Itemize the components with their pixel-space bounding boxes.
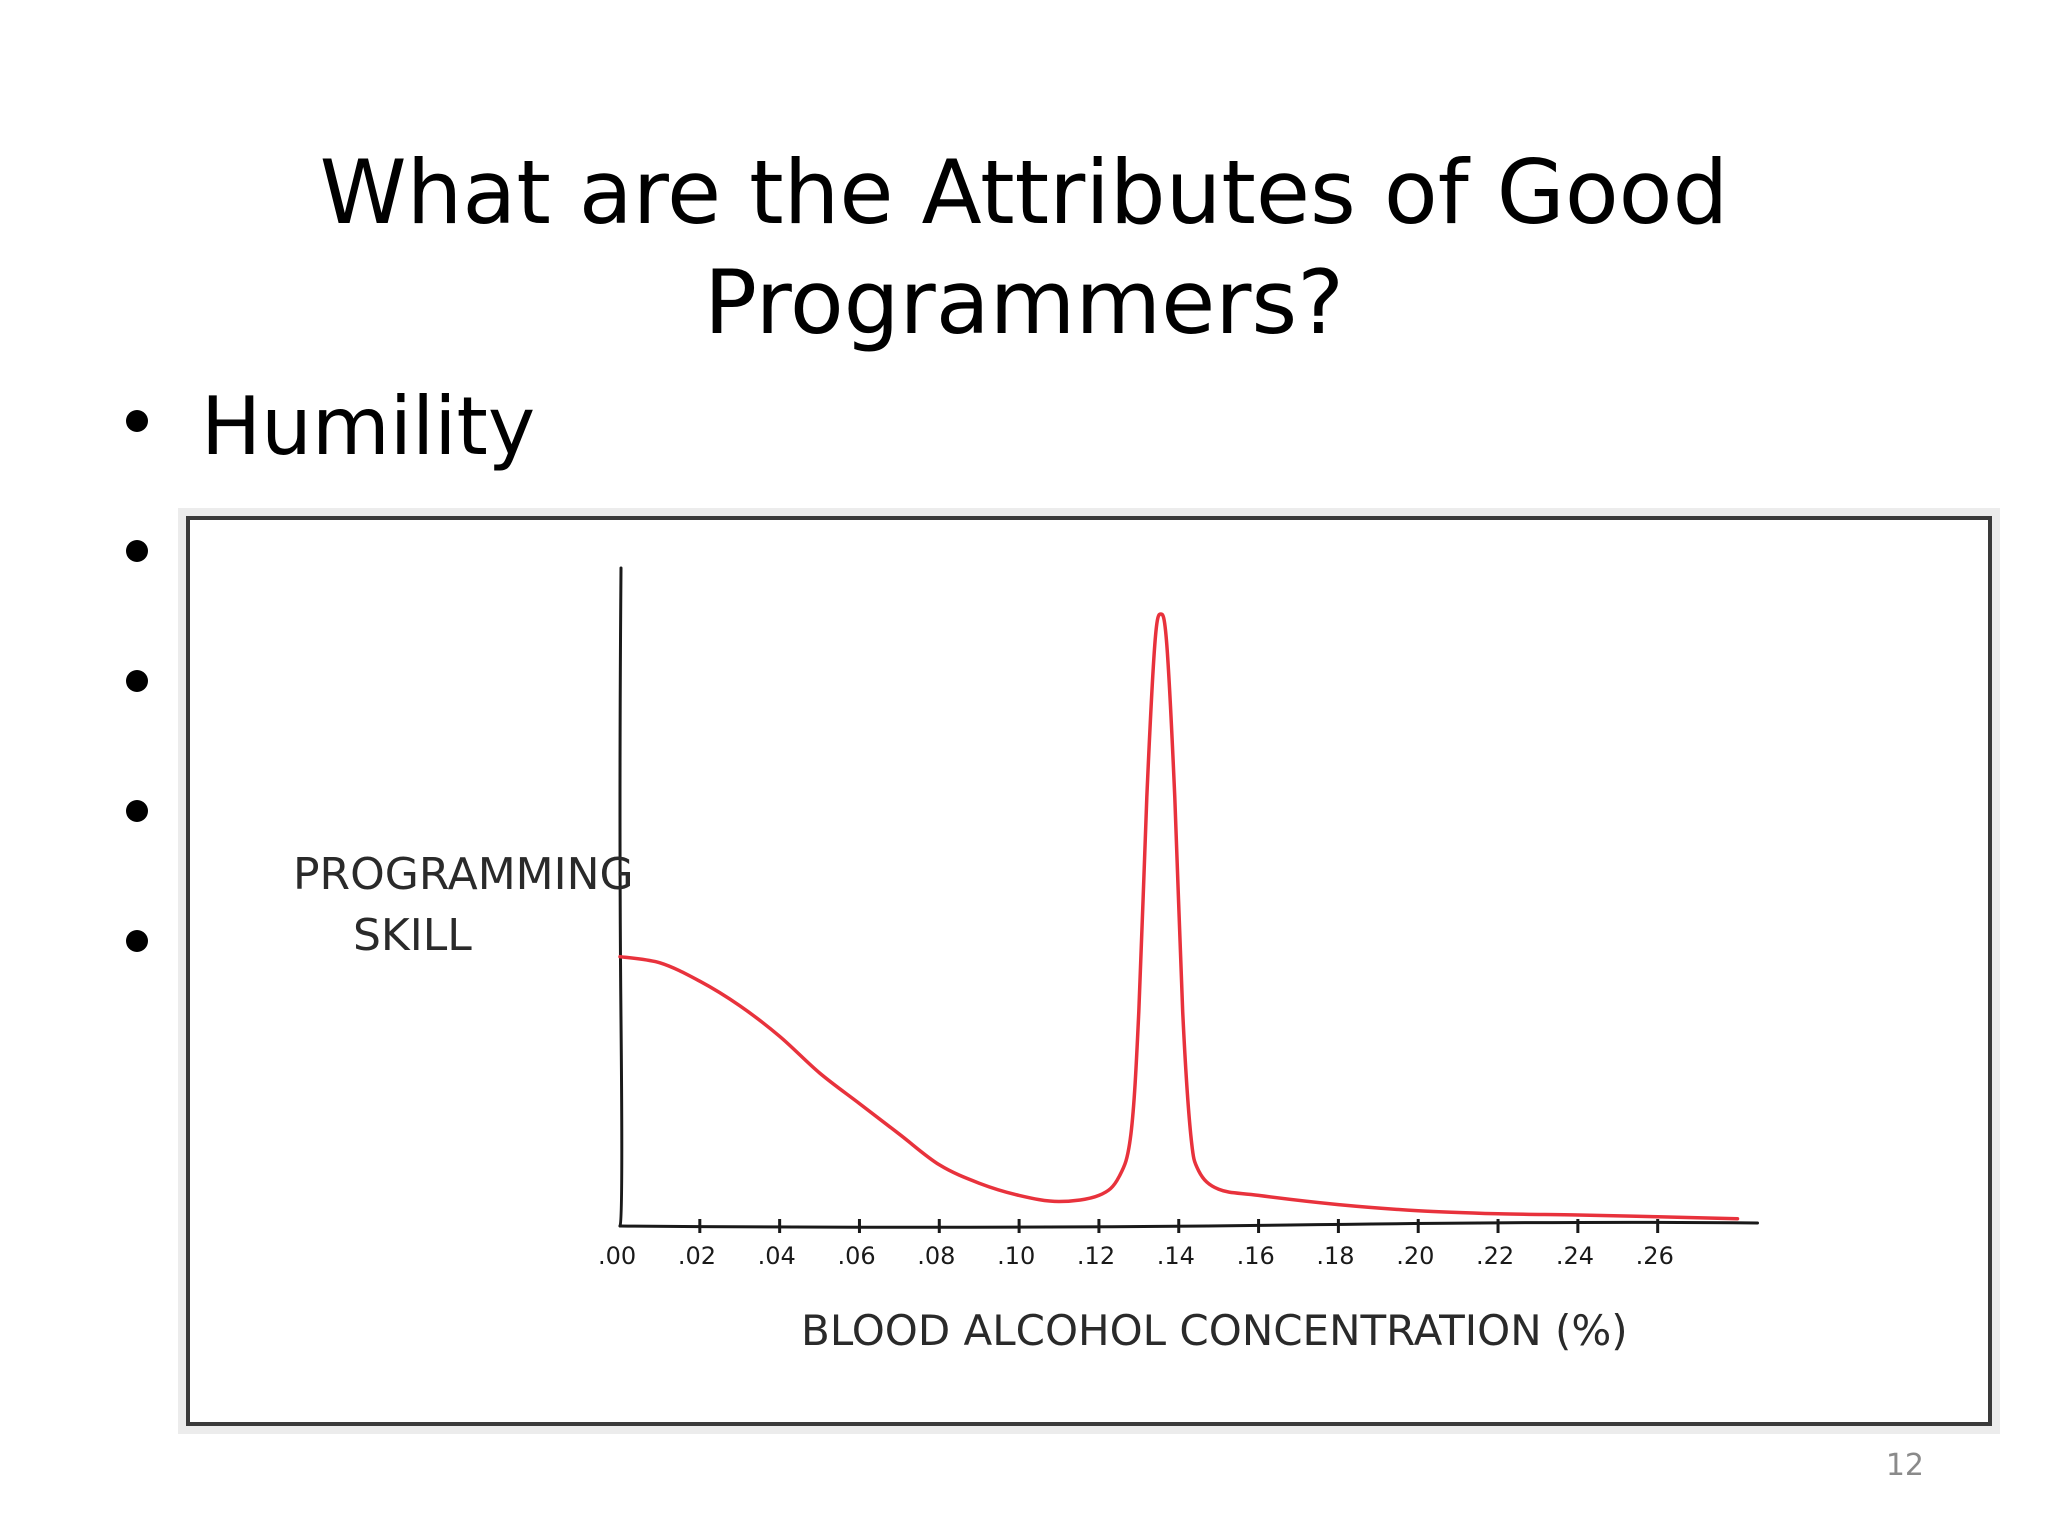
comic-chart: .00 .02 .04 .06 .08 .10 .12 .14 .16 .18 .20 .22 .24.… bbox=[293, 566, 1759, 1355]
series-layer bbox=[618, 612, 1740, 1221]
bullet-text: Humility bbox=[201, 380, 536, 473]
x-tick-label: .18 bbox=[1316, 1242, 1354, 1270]
x-tick-label: .06 bbox=[837, 1242, 875, 1270]
y-axis-label-line: SKILL bbox=[353, 910, 472, 961]
x-axis-line bbox=[618, 1220, 1759, 1229]
y-axis-label-line: PROGRAMMING bbox=[293, 849, 634, 900]
x-tick-label: .10 bbox=[997, 1242, 1035, 1270]
x-tick-label: .12 bbox=[1077, 1242, 1115, 1270]
x-tick-label: .24 bbox=[1556, 1242, 1594, 1270]
x-tick-label: .14 bbox=[1157, 1242, 1195, 1270]
x-tick-labels: .00 .02 .04 .06 .08 .10 .12 .14 .16 .18 .20 .22 .24.… bbox=[598, 1242, 1674, 1270]
chart-axes bbox=[618, 566, 1759, 1229]
x-tick-label: .20 bbox=[1396, 1242, 1434, 1270]
slide-title: What are the Attributes of Good Programm… bbox=[319, 141, 1729, 354]
series-line bbox=[618, 612, 1740, 1221]
page-number: 12 bbox=[1885, 1448, 1924, 1483]
x-tick-label: .22 bbox=[1476, 1242, 1514, 1270]
comic-chart-frame: .00 .02 .04 .06 .08 .10 .12 .14 .16 .18 .20 .22 .24.… bbox=[186, 516, 1992, 1426]
x-tick-marks bbox=[698, 1219, 1660, 1233]
bullet-dot-icon bbox=[126, 670, 148, 692]
x-tick-label: .26 bbox=[1636, 1242, 1674, 1270]
bullet-dot-icon bbox=[126, 800, 148, 822]
x-axis-label: BLOOD ALCOHOL CONCENTRATION (%) bbox=[801, 1306, 1628, 1355]
x-tick-label: .08 bbox=[917, 1242, 955, 1270]
x-tick-label: .16 bbox=[1237, 1242, 1275, 1270]
y-axis-line bbox=[618, 566, 624, 1228]
y-axis-label: PROGRAMMING SKILL bbox=[293, 849, 634, 961]
bullet-dot-icon bbox=[126, 410, 148, 432]
x-tick-label: .00 bbox=[598, 1242, 636, 1270]
x-tick-label: .02 bbox=[678, 1242, 716, 1270]
x-tick-label: .04 bbox=[758, 1242, 796, 1270]
bullet-dot-icon bbox=[126, 930, 148, 952]
bullet-dot-icon bbox=[126, 540, 148, 562]
